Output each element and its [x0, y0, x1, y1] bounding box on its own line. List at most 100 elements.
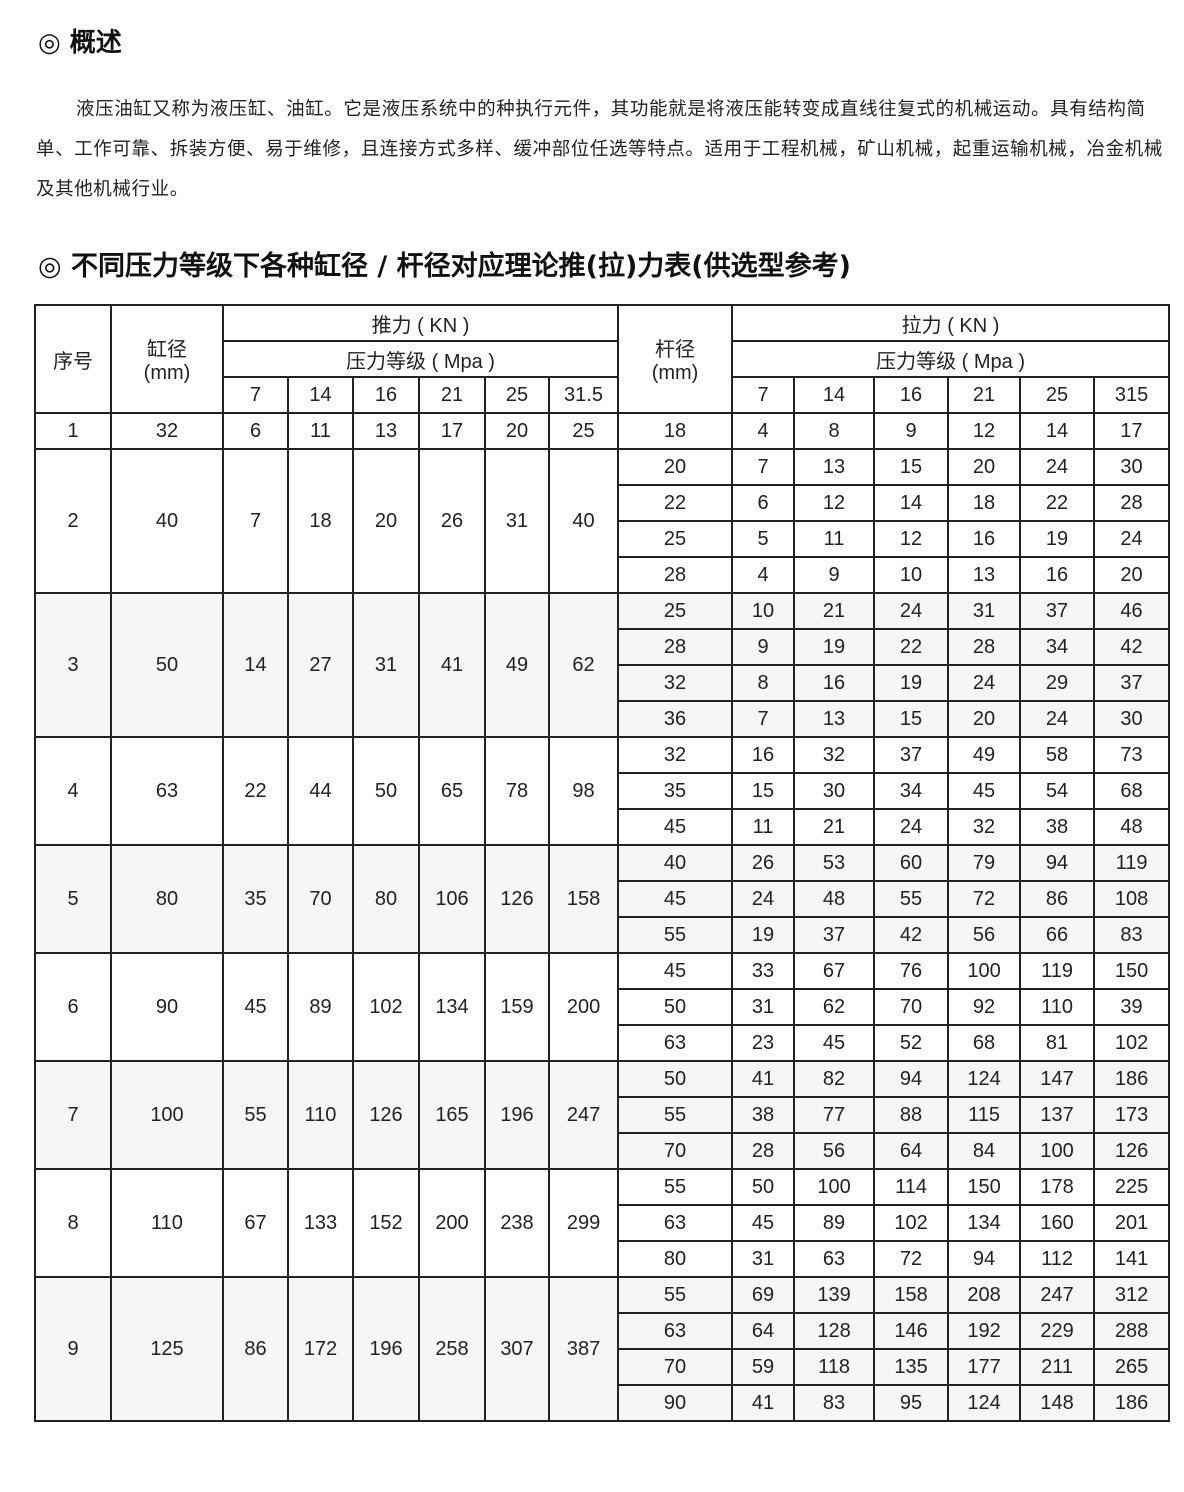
pull-force-cell: 34	[873, 772, 950, 810]
table-row: 2 40 7 18 20 26 31 40 20 7 13 15 20 24 30	[34, 448, 1171, 594]
pull-force-cell: 12	[947, 412, 1022, 450]
pull-force-cell: 94	[873, 1060, 950, 1098]
header-bore: 缸径 (mm)	[110, 304, 224, 414]
rod-cell: 55	[617, 916, 734, 954]
pull-force-cell: 10	[873, 556, 950, 594]
seq-cell: 5	[34, 844, 112, 954]
pull-force-cell: 38	[1019, 808, 1096, 846]
push-force-cell: 89	[287, 952, 354, 1062]
header-bore-unit: (mm)	[143, 362, 191, 384]
table-row: 28 4 9 10 13 16 20	[35, 556, 1171, 594]
seq-cell: 2	[34, 448, 112, 594]
pull-force-cell: 84	[947, 1132, 1022, 1170]
pull-force-cell: 24	[1019, 700, 1096, 738]
pull-force-cell: 100	[947, 952, 1022, 990]
table-row: 90 41 83 95 124 148 186	[35, 1384, 1171, 1422]
push-force-cell: 35	[222, 844, 289, 954]
rod-cell: 45	[617, 808, 734, 846]
pull-force-cell: 160	[1019, 1204, 1096, 1242]
pull-force-cell: 225	[1093, 1168, 1171, 1206]
seq-cell: 9	[34, 1276, 112, 1422]
pull-force-cell: 24	[1093, 520, 1171, 558]
pull-force-cell: 178	[1019, 1168, 1096, 1206]
pull-force-cell: 59	[731, 1348, 796, 1386]
bore-cell: 32	[110, 412, 224, 450]
rod-cell: 32	[617, 736, 734, 774]
pull-force-cell: 19	[731, 916, 796, 954]
pull-force-cell: 20	[1093, 556, 1171, 594]
header-pull-pressure-value: 315	[1093, 376, 1171, 414]
pull-force-cell: 14	[1019, 412, 1096, 450]
pull-force-cell: 118	[793, 1348, 876, 1386]
push-force-cell: 134	[418, 952, 486, 1062]
header-rod-label: 杆径	[655, 339, 696, 361]
pull-force-cell: 72	[947, 880, 1022, 918]
rod-cell: 32	[617, 664, 734, 702]
pull-force-cell: 139	[793, 1276, 876, 1314]
pull-force-cell: 53	[793, 844, 876, 882]
header-pull-pressure-value: 21	[947, 376, 1022, 414]
pull-force-cell: 173	[1093, 1096, 1171, 1134]
table-row: 7 100 55 110 126 165 196 247 50 41 82 94 124 147 186	[34, 1060, 1171, 1170]
push-force-cell: 307	[484, 1276, 550, 1422]
rod-cell: 90	[617, 1384, 734, 1422]
push-force-cell: 159	[484, 952, 550, 1062]
pull-force-cell: 265	[1093, 1348, 1171, 1386]
pull-force-cell: 58	[1019, 736, 1096, 774]
pull-force-cell: 68	[1093, 772, 1171, 810]
push-force-cell: 45	[222, 952, 289, 1062]
pull-force-cell: 21	[793, 592, 876, 630]
push-force-cell: 50	[352, 736, 420, 846]
pull-force-cell: 22	[1019, 484, 1096, 522]
pull-force-cell: 56	[793, 1132, 876, 1170]
push-force-cell: 78	[484, 736, 550, 846]
pull-force-cell: 83	[1093, 916, 1171, 954]
pull-force-cell: 15	[731, 772, 796, 810]
rod-cell: 50	[617, 1060, 734, 1098]
rod-cell: 55	[617, 1276, 734, 1314]
pull-force-cell: 141	[1093, 1240, 1171, 1278]
pull-force-cell: 76	[873, 952, 950, 990]
push-force-cell: 126	[352, 1060, 420, 1170]
table-heading: ◎ 不同压力等级下各种缸径 / 杆径对应理论推(拉)力表(供选型参考)	[38, 251, 851, 282]
table-row: 55 19 37 42 56 66 83	[35, 916, 1171, 954]
pull-force-cell: 19	[873, 664, 950, 702]
table-row: 45 24 48 55 72 86 108	[35, 880, 1171, 918]
push-force-cell: 98	[547, 736, 620, 846]
rod-cell: 45	[617, 952, 734, 990]
table-row: 1 32 6 11 13 17 20 25 18 4 8 9 12 14 17	[34, 412, 1171, 450]
header-pull: 拉力 ( KN )	[731, 304, 1171, 342]
pull-force-cell: 119	[1019, 952, 1096, 990]
table-row: 3 50 14 27 31 41 49 62 25 10 21 24 31 37 46	[34, 592, 1171, 738]
pull-force-cell: 45	[947, 772, 1022, 810]
push-force-cell: 13	[352, 412, 420, 450]
pull-force-cell: 186	[1093, 1384, 1171, 1422]
pull-force-cell: 192	[947, 1312, 1022, 1350]
pull-force-cell: 41	[731, 1384, 796, 1422]
pull-force-cell: 28	[947, 628, 1022, 666]
pull-force-cell: 135	[873, 1348, 950, 1386]
table-row: 9 125 86 172 196 258 307 387 55 69 139 158 208 247 312	[34, 1276, 1171, 1422]
pull-force-cell: 6	[731, 484, 796, 522]
overview-paragraph: 液压油缸又称为液压缸、油缸。它是液压系统中的种执行元件，其功能就是将液压能转变成…	[36, 99, 1163, 200]
table-row: 36 7 13 15 20 24 30	[35, 700, 1171, 738]
push-force-cell: 40	[547, 448, 620, 594]
push-force-cell: 247	[547, 1060, 620, 1170]
table-row: 63 23 45 52 68 81 102	[35, 1024, 1171, 1062]
pull-force-cell: 15	[873, 700, 950, 738]
pull-force-cell: 42	[873, 916, 950, 954]
push-force-cell: 110	[287, 1060, 354, 1170]
table-row: 6 90 45 89 102 134 159 200 45 33 67 76 100 119 150	[34, 952, 1171, 1062]
pull-force-cell: 146	[873, 1312, 950, 1350]
pull-force-cell: 4	[731, 412, 796, 450]
table-row: 35 15 30 34 45 54 68	[35, 772, 1171, 810]
pull-force-cell: 211	[1019, 1348, 1096, 1386]
push-force-cell: 22	[222, 736, 289, 846]
pull-force-cell: 137	[1019, 1096, 1096, 1134]
pull-force-cell: 18	[947, 484, 1022, 522]
pull-force-cell: 102	[873, 1204, 950, 1242]
rod-cell: 63	[617, 1204, 734, 1242]
pull-force-cell: 81	[1019, 1024, 1096, 1062]
table-row: 28 9 19 22 28 34 42	[35, 628, 1171, 666]
pull-force-cell: 89	[793, 1204, 876, 1242]
